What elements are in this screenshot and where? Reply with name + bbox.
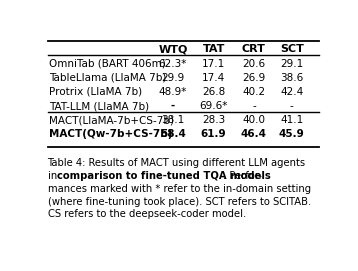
Text: WTQ: WTQ bbox=[158, 44, 188, 54]
Text: 26.9: 26.9 bbox=[242, 73, 266, 83]
Text: 17.4: 17.4 bbox=[202, 73, 225, 83]
Text: 20.6: 20.6 bbox=[242, 59, 266, 69]
Text: 42.4: 42.4 bbox=[280, 87, 303, 97]
Text: -: - bbox=[252, 101, 256, 111]
Text: -: - bbox=[171, 101, 175, 111]
Text: comparison to fine-tuned TQA models: comparison to fine-tuned TQA models bbox=[57, 171, 271, 181]
Text: CRT: CRT bbox=[242, 44, 266, 54]
Text: 58.4: 58.4 bbox=[160, 130, 186, 140]
Text: TAT-LLM (LlaMA 7b): TAT-LLM (LlaMA 7b) bbox=[49, 101, 149, 111]
Text: 29.1: 29.1 bbox=[280, 59, 303, 69]
Text: 28.3: 28.3 bbox=[202, 115, 225, 125]
Text: mances marked with * refer to the in-domain setting: mances marked with * refer to the in-dom… bbox=[48, 183, 311, 193]
Text: 61.9: 61.9 bbox=[201, 130, 227, 140]
Text: 17.1: 17.1 bbox=[202, 59, 225, 69]
Text: 38.1: 38.1 bbox=[161, 115, 184, 125]
Text: 46.4: 46.4 bbox=[241, 130, 267, 140]
Text: 40.2: 40.2 bbox=[242, 87, 266, 97]
Text: CS refers to the deepseek-coder model.: CS refers to the deepseek-coder model. bbox=[48, 209, 246, 220]
Text: -: - bbox=[290, 101, 294, 111]
Text: TableLlama (LlaMA 7b): TableLlama (LlaMA 7b) bbox=[49, 73, 166, 83]
Text: TAT: TAT bbox=[203, 44, 225, 54]
Text: Table 4: Results of MACT using different LLM agents: Table 4: Results of MACT using different… bbox=[48, 158, 306, 168]
Text: MACT(Qw-7b+CS-7b): MACT(Qw-7b+CS-7b) bbox=[49, 130, 173, 140]
Text: (where fine-tuning took place). SCT refers to SCITAB.: (where fine-tuning took place). SCT refe… bbox=[48, 196, 311, 207]
Text: in: in bbox=[48, 171, 60, 181]
Text: 41.1: 41.1 bbox=[280, 115, 303, 125]
Text: Protrix (LlaMA 7b): Protrix (LlaMA 7b) bbox=[49, 87, 142, 97]
Text: SCT: SCT bbox=[280, 44, 304, 54]
Text: OmniTab (BART 406m): OmniTab (BART 406m) bbox=[49, 59, 166, 69]
Text: 45.9: 45.9 bbox=[279, 130, 305, 140]
Text: 26.8: 26.8 bbox=[202, 87, 225, 97]
Text: 62.3*: 62.3* bbox=[159, 59, 187, 69]
Text: 38.6: 38.6 bbox=[280, 73, 303, 83]
Text: 40.0: 40.0 bbox=[242, 115, 265, 125]
Text: 29.9: 29.9 bbox=[161, 73, 184, 83]
Text: 48.9*: 48.9* bbox=[159, 87, 187, 97]
Text: MACT(LlaMA-7b+CS-7b): MACT(LlaMA-7b+CS-7b) bbox=[49, 115, 174, 125]
Text: . Perfor-: . Perfor- bbox=[223, 171, 262, 181]
Text: 69.6*: 69.6* bbox=[199, 101, 228, 111]
